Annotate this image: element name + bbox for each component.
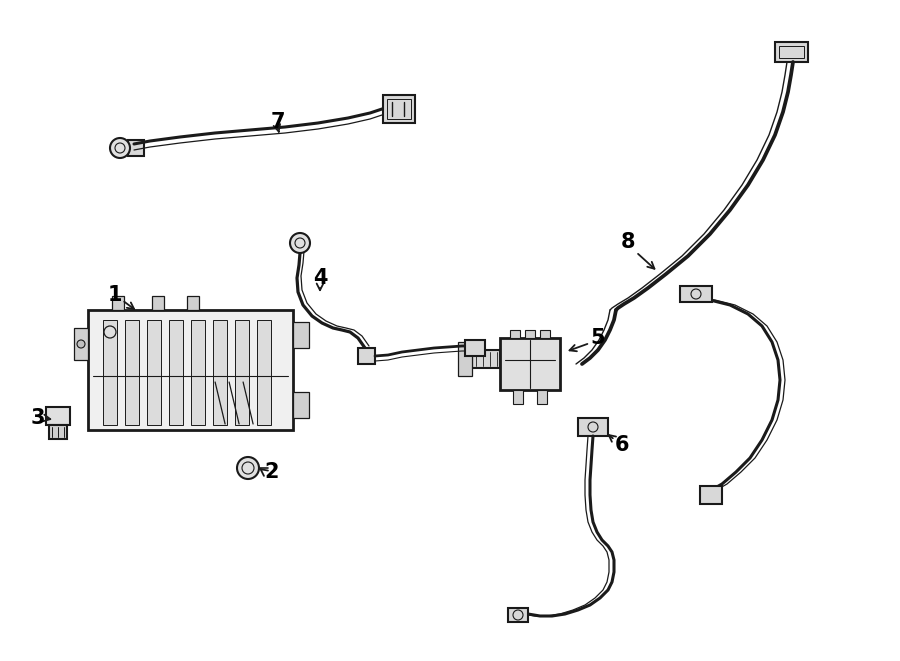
Polygon shape bbox=[187, 296, 199, 310]
Polygon shape bbox=[358, 348, 375, 364]
Polygon shape bbox=[103, 320, 117, 425]
Polygon shape bbox=[152, 296, 164, 310]
Polygon shape bbox=[125, 320, 139, 425]
Polygon shape bbox=[213, 320, 227, 425]
Polygon shape bbox=[578, 418, 608, 436]
Circle shape bbox=[77, 340, 85, 348]
Polygon shape bbox=[383, 95, 415, 123]
Polygon shape bbox=[510, 330, 520, 338]
Polygon shape bbox=[775, 42, 808, 62]
Polygon shape bbox=[49, 425, 67, 439]
Polygon shape bbox=[500, 338, 560, 390]
Text: 1: 1 bbox=[108, 285, 122, 305]
Polygon shape bbox=[46, 407, 70, 425]
Polygon shape bbox=[680, 286, 712, 302]
Circle shape bbox=[290, 233, 310, 253]
Polygon shape bbox=[257, 320, 271, 425]
Polygon shape bbox=[525, 330, 535, 338]
Polygon shape bbox=[293, 322, 309, 348]
Text: 7: 7 bbox=[271, 112, 285, 132]
Circle shape bbox=[104, 326, 116, 338]
Text: 2: 2 bbox=[265, 462, 279, 482]
Polygon shape bbox=[235, 320, 249, 425]
Polygon shape bbox=[465, 340, 485, 356]
Text: 3: 3 bbox=[31, 408, 45, 428]
Text: 4: 4 bbox=[313, 268, 328, 288]
Text: 8: 8 bbox=[621, 232, 635, 252]
Polygon shape bbox=[112, 296, 124, 310]
Polygon shape bbox=[88, 310, 293, 430]
Polygon shape bbox=[513, 390, 523, 404]
Polygon shape bbox=[458, 342, 472, 376]
Text: 6: 6 bbox=[615, 435, 629, 455]
Text: 5: 5 bbox=[590, 328, 606, 348]
Polygon shape bbox=[128, 140, 144, 156]
Polygon shape bbox=[147, 320, 161, 425]
Polygon shape bbox=[508, 608, 528, 622]
Circle shape bbox=[110, 138, 130, 158]
Polygon shape bbox=[293, 392, 309, 418]
Polygon shape bbox=[537, 390, 547, 404]
Polygon shape bbox=[169, 320, 183, 425]
Polygon shape bbox=[540, 330, 550, 338]
Polygon shape bbox=[472, 350, 500, 368]
Polygon shape bbox=[74, 328, 88, 360]
Polygon shape bbox=[191, 320, 205, 425]
Polygon shape bbox=[700, 486, 722, 504]
Circle shape bbox=[237, 457, 259, 479]
